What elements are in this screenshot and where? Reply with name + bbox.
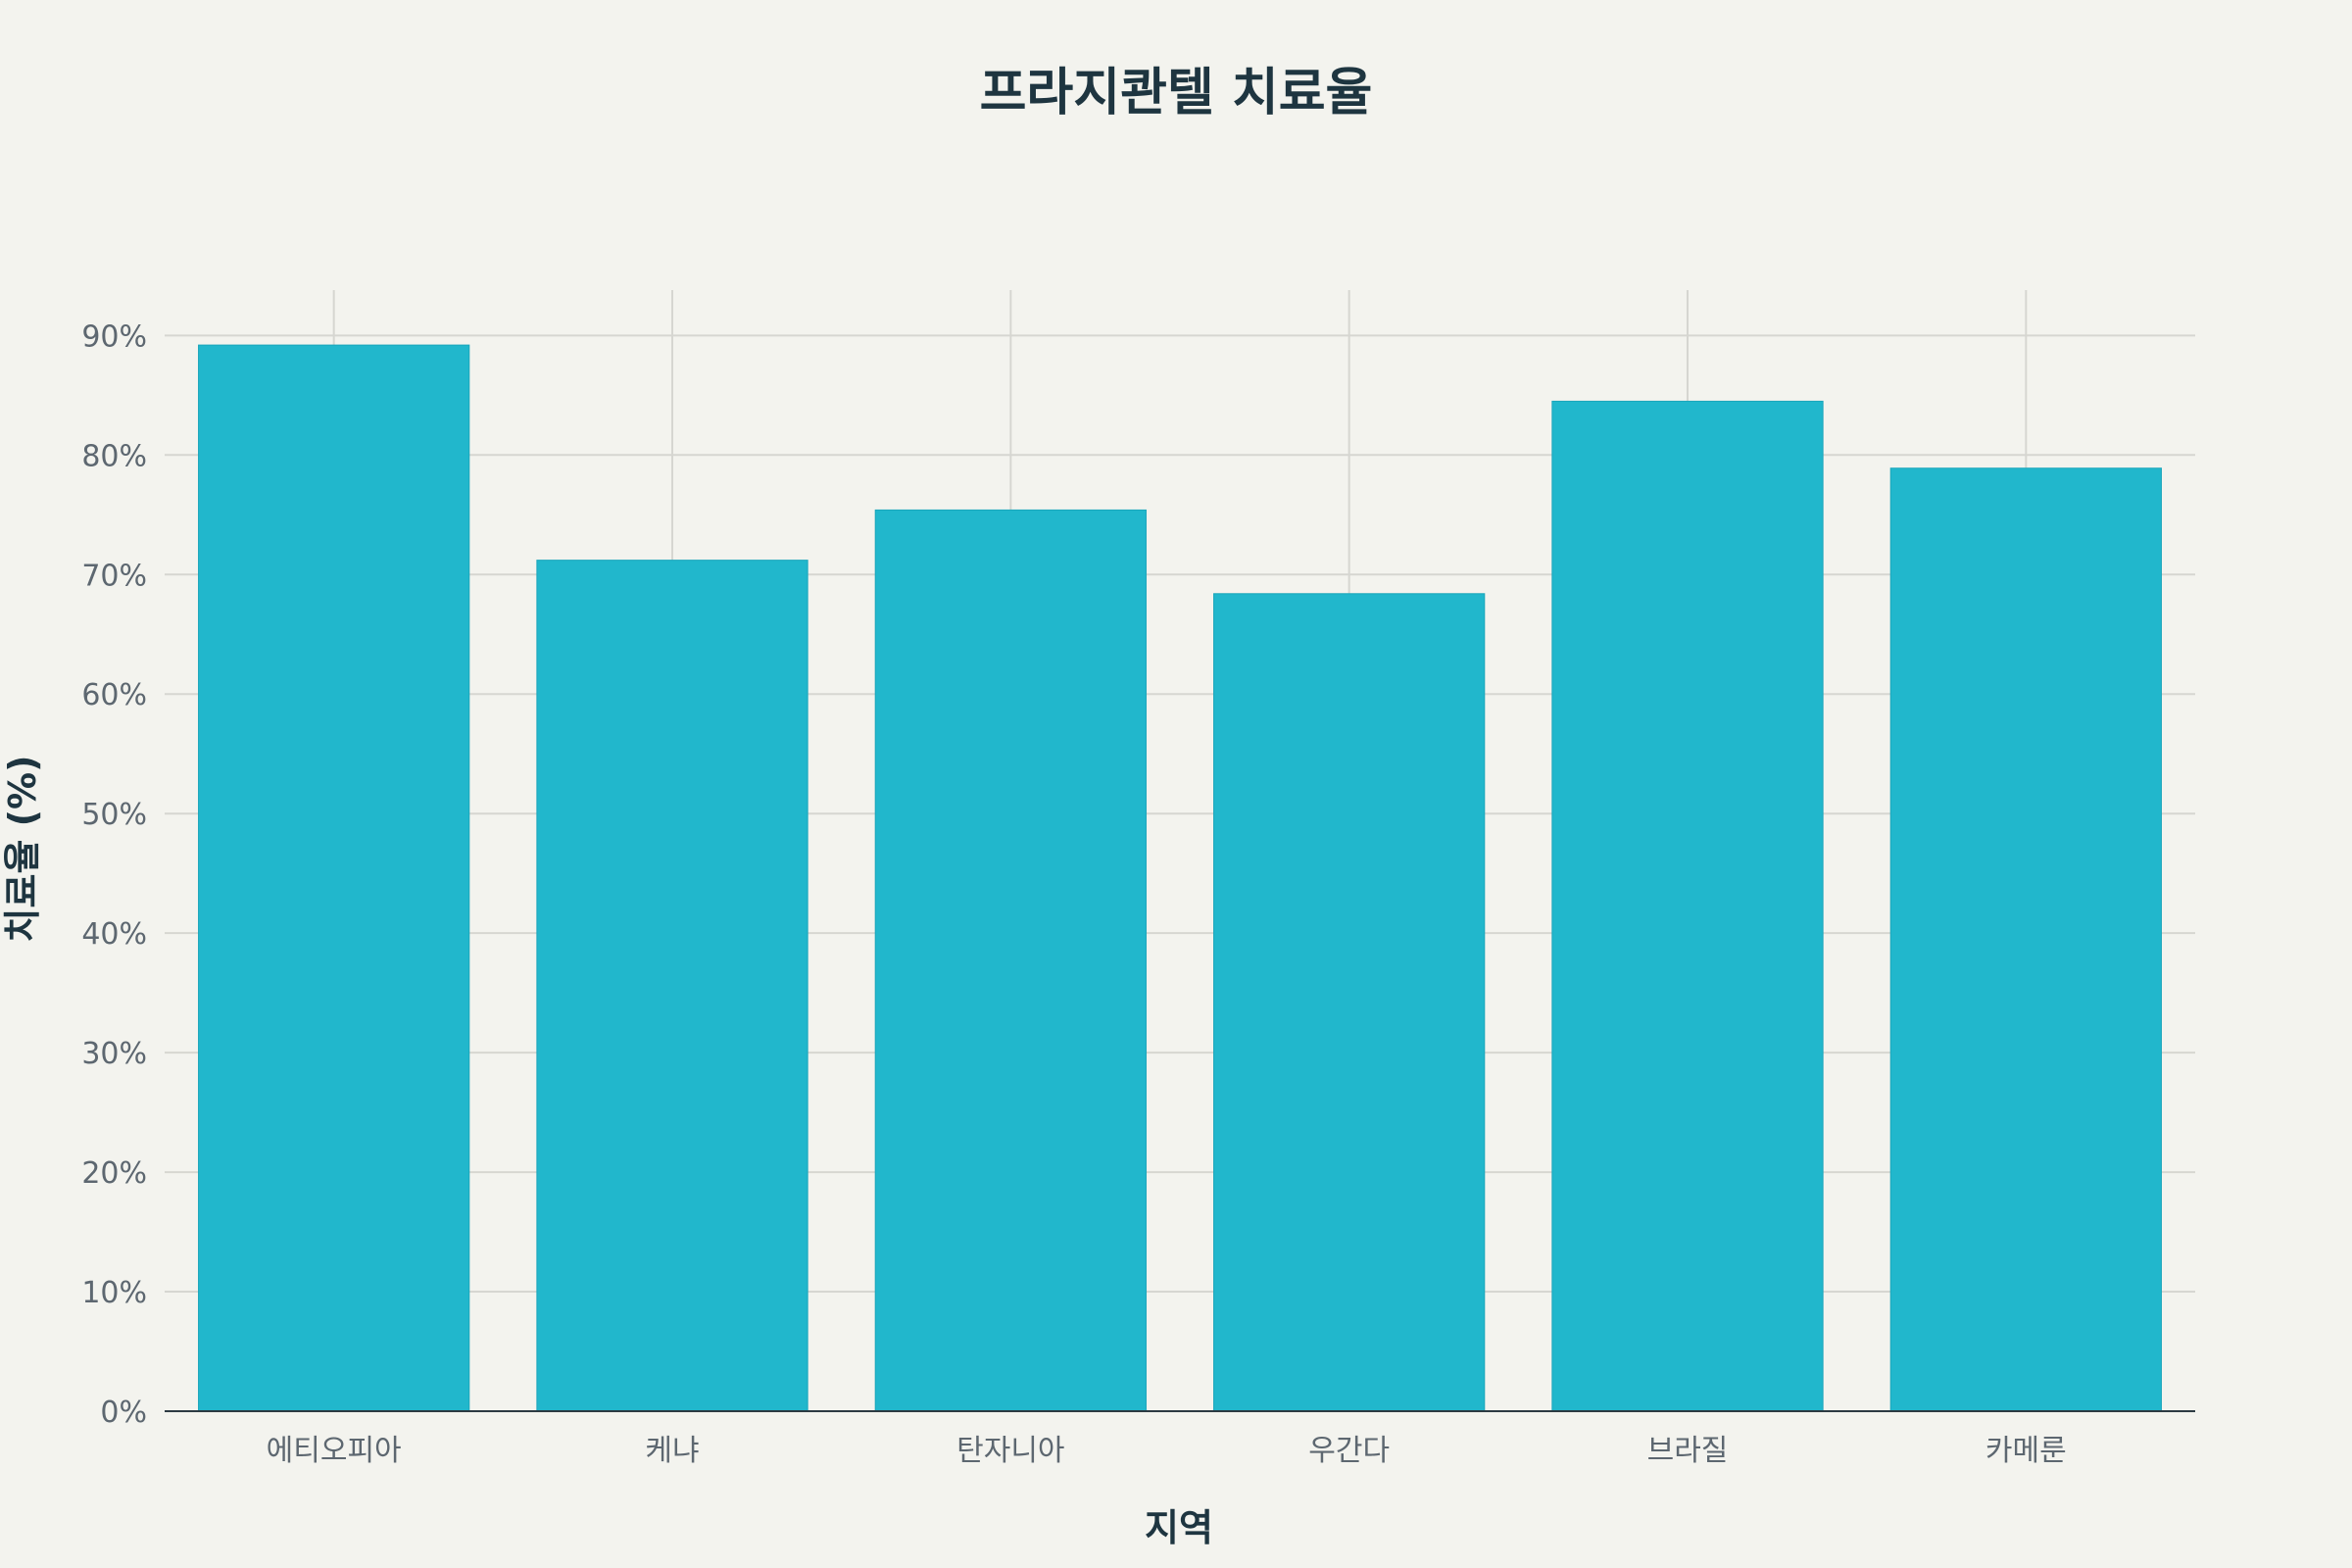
- y-tick-label: 80%: [81, 439, 147, 473]
- bars: [198, 344, 2162, 1412]
- x-tick-label: 카메룬: [1985, 1434, 2067, 1468]
- x-tick-label: 브라질: [1647, 1434, 1729, 1468]
- y-tick-label: 40%: [81, 917, 147, 952]
- chart-title: 프라지콴텔 치료율: [980, 64, 1373, 122]
- bar: [874, 509, 1147, 1412]
- y-tick-label: 60%: [81, 678, 147, 712]
- bar: [536, 560, 808, 1412]
- x-tick-label: 에티오피아: [267, 1434, 402, 1468]
- x-tick-label: 탄자니아: [956, 1434, 1064, 1468]
- bar: [1213, 593, 1486, 1412]
- y-tick-labels: 0% 10% 20% 30% 40% 50% 60% 70% 80% 90%: [81, 319, 147, 1430]
- x-tick-label: 케냐: [645, 1434, 699, 1468]
- x-axis-title: 지역: [1145, 1506, 1213, 1549]
- bar: [1889, 467, 2162, 1412]
- x-tick-labels: 에티오피아 케냐 탄자니아 우간다 브라질 카메룬: [267, 1434, 2067, 1468]
- y-tick-label: 10%: [81, 1276, 147, 1310]
- y-tick-label: 70%: [81, 559, 147, 593]
- bar: [198, 344, 470, 1412]
- y-axis-title: 치료율 (%): [1, 756, 44, 943]
- y-tick-label: 50%: [81, 798, 147, 832]
- y-tick-label: 0%: [100, 1396, 147, 1430]
- bar: [1551, 400, 1824, 1412]
- y-tick-label: 30%: [81, 1037, 147, 1071]
- x-tick-label: 우간다: [1308, 1434, 1390, 1468]
- y-tick-label: 90%: [81, 319, 147, 354]
- y-tick-label: 20%: [81, 1156, 147, 1191]
